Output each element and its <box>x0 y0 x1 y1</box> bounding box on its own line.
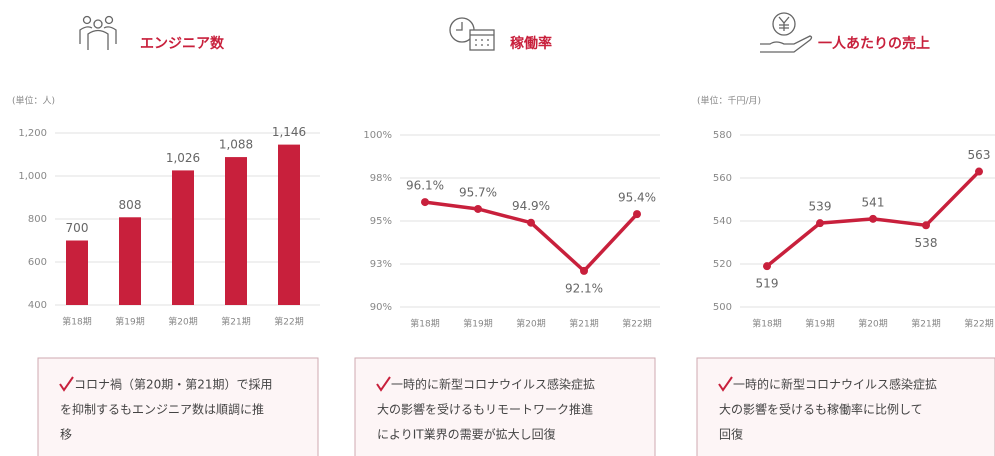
calendar-icon <box>449 17 495 51</box>
point <box>527 218 535 227</box>
x-tick-label: 第18期 <box>62 316 91 328</box>
bar <box>66 240 88 305</box>
point <box>816 219 824 228</box>
point <box>633 210 641 219</box>
bar <box>225 157 247 305</box>
point <box>474 204 482 213</box>
x-tick-label: 第20期 <box>516 318 545 330</box>
note-box <box>37 357 319 456</box>
y-tick-label: 520 <box>713 259 732 270</box>
x-tick-label: 第20期 <box>858 318 887 330</box>
people-icon <box>79 15 117 50</box>
y-tick-label: 800 <box>28 214 47 225</box>
note-text: によりIT業界の需要が拡大し回復 <box>377 427 556 442</box>
data-label: 95.7% <box>459 185 497 199</box>
check-icon <box>376 376 391 392</box>
x-tick-label: 第18期 <box>752 318 781 330</box>
x-tick-label: 第21期 <box>569 318 598 330</box>
x-tick-label: 第22期 <box>622 318 651 330</box>
y-tick-label: 400 <box>28 300 47 311</box>
data-label: 541 <box>862 195 885 209</box>
y-tick-label: 500 <box>713 302 732 313</box>
x-tick-label: 第22期 <box>964 318 993 330</box>
note-text: 一時的に新型コロナウイルス感染症拡 <box>733 377 937 392</box>
point <box>421 198 429 207</box>
note-text: コロナ禍（第20期・第21期）で採用 <box>74 377 273 392</box>
point <box>975 167 983 176</box>
y-tick-label: 580 <box>713 130 732 141</box>
data-label: 538 <box>915 236 938 250</box>
y-tick-label: 100% <box>363 130 392 141</box>
data-label: 1,146 <box>272 125 306 139</box>
bar <box>172 170 194 305</box>
note-text: 回復 <box>719 427 743 442</box>
note-text: 大の影響を受けるも稼働率に比例して <box>719 402 923 417</box>
y-tick-label: 600 <box>28 257 47 268</box>
data-label: 1,026 <box>166 151 200 165</box>
note-text: を抑制するもエンジニア数は順調に推 <box>60 402 264 417</box>
unit-label: (単位：人) <box>12 95 55 107</box>
x-tick-label: 第19期 <box>463 318 492 330</box>
check-icon <box>59 376 74 392</box>
x-tick-label: 第20期 <box>168 316 197 328</box>
point <box>580 266 588 275</box>
bar <box>278 144 300 305</box>
data-label: 95.4% <box>618 191 656 205</box>
data-label: 96.1% <box>406 179 444 193</box>
unit-label: (単位：千円/月) <box>697 95 761 107</box>
y-tick-label: 560 <box>713 173 732 184</box>
check-icon <box>718 376 733 392</box>
y-tick-label: 95% <box>370 216 392 227</box>
y-tick-label: 93% <box>370 259 392 270</box>
note-text: 一時的に新型コロナウイルス感染症拡 <box>391 377 595 392</box>
x-tick-label: 第19期 <box>805 318 834 330</box>
data-label: 1,088 <box>219 138 253 152</box>
point <box>869 214 877 223</box>
data-label: 519 <box>756 277 779 291</box>
chart-title: 一人あたりの売上 <box>818 35 930 52</box>
x-tick-label: 第18期 <box>410 318 439 330</box>
note-box <box>696 357 995 456</box>
note-text: 大の影響を受けるもリモートワーク推進 <box>377 402 593 417</box>
note-text: 移 <box>60 428 72 442</box>
x-tick-label: 第21期 <box>221 316 250 328</box>
y-tick-label: 1,200 <box>18 128 47 139</box>
data-label: 808 <box>119 198 142 212</box>
data-label: 539 <box>809 200 832 214</box>
data-label: 94.9% <box>512 199 550 213</box>
x-tick-label: 第22期 <box>274 316 303 328</box>
data-label: 700 <box>66 221 89 235</box>
bar <box>119 217 141 305</box>
y-tick-label: 540 <box>713 216 732 227</box>
chart-title: エンジニア数 <box>140 35 225 52</box>
money-icon <box>760 12 813 53</box>
chart-title: 稼働率 <box>510 35 552 52</box>
x-tick-label: 第21期 <box>911 318 940 330</box>
point <box>922 221 930 230</box>
data-label: 92.1% <box>565 281 603 295</box>
y-tick-label: 90% <box>370 302 392 313</box>
y-tick-label: 1,000 <box>18 171 47 182</box>
data-label: 563 <box>968 148 991 162</box>
note-box <box>354 357 656 456</box>
x-tick-label: 第19期 <box>115 316 144 328</box>
y-tick-label: 98% <box>370 173 392 184</box>
point <box>763 262 771 271</box>
